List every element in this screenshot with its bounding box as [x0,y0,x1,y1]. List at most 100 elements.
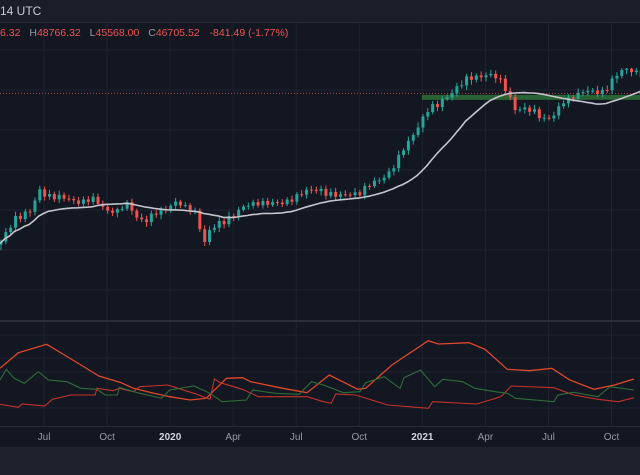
candle-body [440,99,444,108]
candle-body [319,188,323,192]
candle-body [154,213,158,215]
candle-body [630,68,633,73]
candle-body [625,68,629,71]
candle-body [212,227,216,230]
candle-body [48,194,51,197]
candle-body [406,140,410,151]
x-tick-label: Apr [477,432,494,443]
x-tick-label: Jul [542,432,555,443]
candle-body [489,73,493,76]
candle-body [528,107,532,112]
candle-body [115,209,119,213]
candle-body [450,93,454,98]
candle-body [552,115,556,119]
candle-body [314,189,318,192]
candle-body [591,90,595,92]
candle-body [86,199,90,202]
candle-body [610,78,614,91]
candle-body [246,205,250,207]
candle-body [266,200,270,205]
candle-body [615,75,619,79]
candle-body [188,205,192,211]
x-tick-label: Oct [603,432,620,443]
candle-body [436,104,439,108]
candle-body [295,194,299,202]
candle-body [38,189,42,201]
candle-body [411,134,415,141]
candle-body [426,112,430,117]
candle-body [455,86,459,94]
candle-body [43,189,47,197]
candle-body [111,210,115,213]
candle-body [421,116,425,128]
x-tick-label: Jul [289,432,303,443]
ohlc-legend: 6.32 H48766.32 L45568.00 C46705.52 -841.… [0,27,288,39]
candle-body [135,210,139,218]
price-pane [0,22,640,320]
candle-body [368,185,372,187]
candle-body [324,188,328,196]
candle-body [460,85,464,87]
support-zone [421,94,640,100]
x-tick-label: Oct [351,432,368,443]
candle-body [178,201,182,206]
candle-body [130,202,134,211]
candle-body [465,76,469,86]
candle-body [28,211,32,213]
candle-body [33,200,37,212]
top-bar: 14 UTC [0,0,640,23]
candle-body [576,92,580,99]
candle-body [183,205,187,207]
close-value: 46705.52 [155,27,200,39]
di-plus-line [0,368,634,403]
candle-body [358,192,362,196]
low-value: 45568.00 [95,27,140,39]
candle-body [537,109,541,119]
candle-body [106,206,110,211]
candle-body [387,171,391,178]
candle-body [91,196,95,202]
candle-body [513,97,517,111]
candle-body [208,229,212,243]
candle-body [159,208,163,215]
candle-body [566,97,570,104]
candle-body [605,89,609,91]
candle-body [237,209,241,217]
candle-body [14,215,18,228]
candle-body [363,185,367,196]
x-tick-label: 2020 [159,432,182,443]
candle-body [547,117,551,119]
candle-body [445,97,449,100]
candle-body [305,189,309,195]
x-tick-label: Jul [37,432,51,443]
candle-body [518,109,522,111]
candle-body [600,89,604,95]
candle-body [309,189,313,191]
candle-body [372,180,376,186]
candle-body [62,194,66,199]
candle-body [145,219,148,223]
candle-body [581,92,585,94]
candle-body [125,202,129,209]
price-chart[interactable] [0,0,640,426]
candle-body [334,191,338,197]
time-axis[interactable]: Jul Oct 2020 Apr Jul Oct 2021 Apr Jul Oct [0,426,640,448]
timezone-label: 14 UTC [0,4,42,18]
candle-body [96,196,100,204]
x-tick-label: Apr [225,432,241,443]
candle-body [571,97,575,99]
close-label: C [148,27,156,39]
candle-body [256,202,260,206]
candle-body [562,103,566,107]
candle-body [620,70,624,76]
candle-body [542,117,546,119]
candle-body [586,90,590,93]
candle-body [533,109,536,112]
candle-body [271,202,275,205]
candle-body [431,104,435,113]
candle-body [227,215,231,225]
candle-body [81,199,85,204]
candle-body [392,168,396,172]
high-value: 48766.32 [36,27,81,39]
high-label: H [29,27,37,39]
